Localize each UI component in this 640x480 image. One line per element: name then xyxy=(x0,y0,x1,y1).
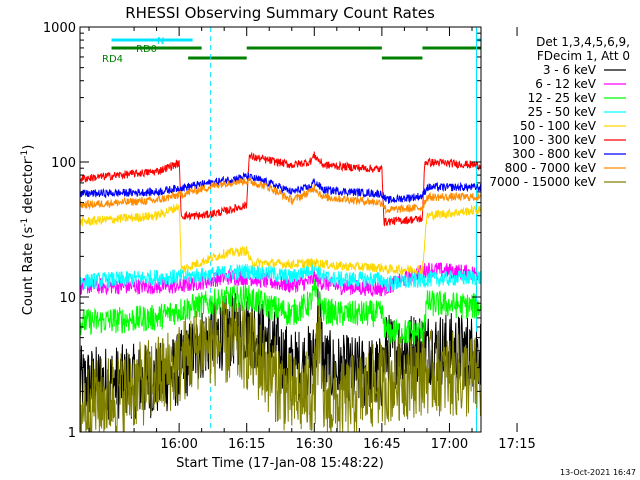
footer-timestamp: 13-Oct-2021 16:47 xyxy=(560,468,636,477)
flag-label-rd0: RD0 xyxy=(136,44,157,55)
legend-label-1: 6 - 12 keV xyxy=(535,77,597,91)
flag-label-rd4: RD4 xyxy=(102,54,123,65)
y-tick-label-0: 1 xyxy=(68,426,76,441)
legend-label-8: 7000 - 15000 keV xyxy=(489,175,596,189)
plot-frame xyxy=(79,26,482,433)
x-tick-label-4: 17:00 xyxy=(431,437,468,452)
legend-label-0: 3 - 6 keV xyxy=(543,63,597,77)
series-line-2 xyxy=(79,279,481,345)
series-line-5 xyxy=(79,151,481,227)
legend-label-4: 50 - 100 keV xyxy=(520,119,597,133)
x-tick-label-0: 16:00 xyxy=(160,437,197,452)
series-line-4 xyxy=(79,203,481,276)
axes: 16:00 16:15 16:30 16:45 17:00 17:15 1 10 100 1000 xyxy=(43,21,536,452)
legend: Det 1,3,4,5,6,9, FDecim 1, Att 0 3 - 6 k… xyxy=(489,35,630,189)
legend-label-3: 25 - 50 keV xyxy=(528,105,597,119)
x-axis-label: Start Time (17-Jan-08 15:48:22) xyxy=(176,456,384,471)
legend-label-2: 12 - 25 keV xyxy=(528,91,597,105)
series-line-8 xyxy=(79,300,481,433)
flag-label-n: N xyxy=(157,36,164,47)
y-axis-label: Count Rate (s-1 detector-1) xyxy=(20,145,36,316)
x-tick-label-1: 16:15 xyxy=(228,437,265,452)
legend-label-7: 800 - 7000 keV xyxy=(505,161,597,175)
chart-title: RHESSI Observing Summary Count Rates xyxy=(125,4,435,22)
y-tick-label-1: 10 xyxy=(59,291,76,306)
legend-header-decimation: FDecim 1, Att 0 xyxy=(537,49,630,63)
legend-label-5: 100 - 300 keV xyxy=(512,133,596,147)
y-tick-label-3: 1000 xyxy=(43,21,76,36)
series-line-3 xyxy=(79,260,481,293)
legend-header-detectors: Det 1,3,4,5,6,9, xyxy=(536,35,630,49)
y-tick-label-2: 100 xyxy=(51,156,76,171)
x-tick-label-5: 17:15 xyxy=(498,437,535,452)
series-line-6 xyxy=(79,171,481,204)
plot-area xyxy=(79,27,482,433)
legend-label-6: 300 - 800 keV xyxy=(512,147,596,161)
x-tick-label-2: 16:30 xyxy=(296,437,333,452)
x-tick-label-3: 16:45 xyxy=(363,437,400,452)
series-line-7 xyxy=(79,175,481,215)
